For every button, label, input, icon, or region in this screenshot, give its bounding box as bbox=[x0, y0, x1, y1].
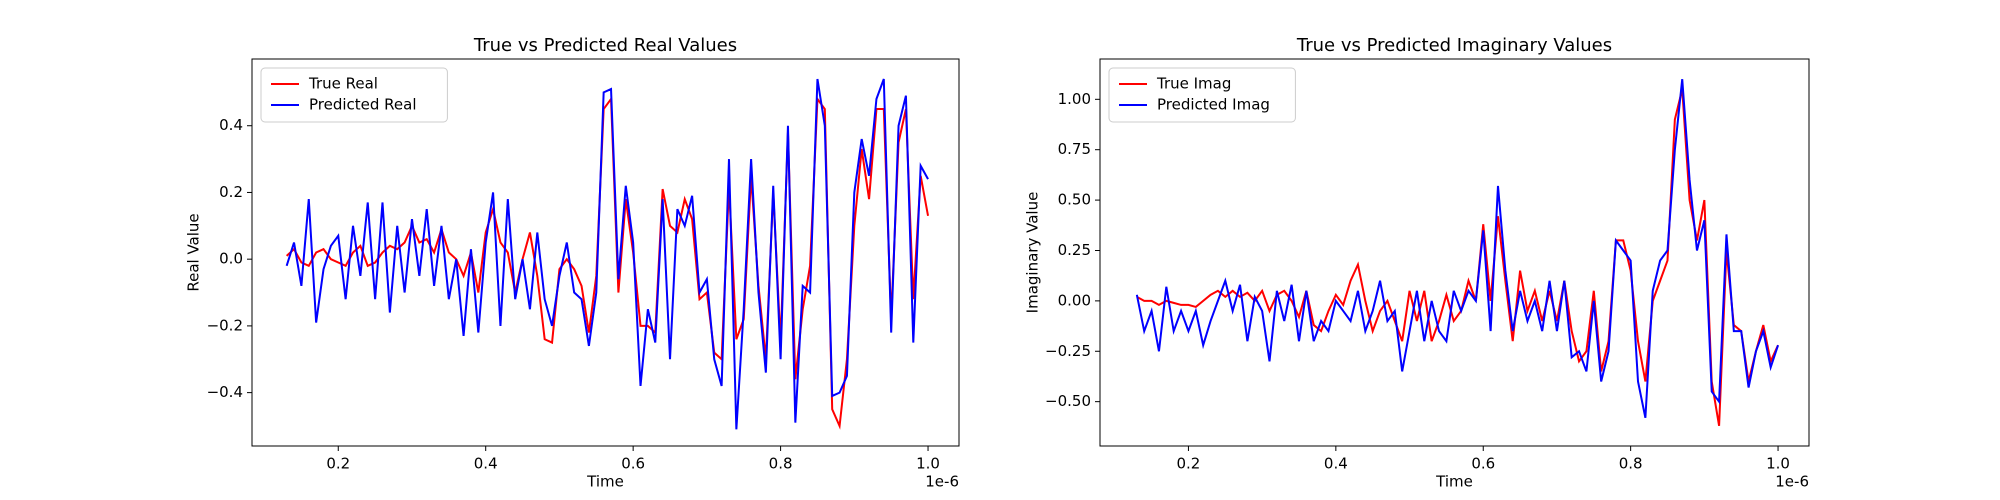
plot-frame bbox=[1099, 58, 1810, 447]
y-tick-label: 0.50 bbox=[1058, 191, 1091, 209]
x-tick-label: 0.2 bbox=[326, 455, 350, 473]
y-axis-label: Real Value bbox=[185, 213, 203, 291]
legend-label: True Imag bbox=[1156, 75, 1231, 93]
x-axis-label: Time bbox=[1435, 473, 1473, 491]
x-tick-label: 0.4 bbox=[1324, 455, 1348, 473]
x-tick-label: 1.0 bbox=[916, 455, 940, 473]
y-tick-label: −0.4 bbox=[207, 383, 243, 401]
legend-box bbox=[260, 67, 448, 123]
x-tick-label: 0.6 bbox=[1471, 455, 1495, 473]
y-tick-label: 0.0 bbox=[219, 250, 243, 268]
legend-label: True Real bbox=[308, 75, 378, 93]
y-tick-label: −0.25 bbox=[1045, 342, 1091, 360]
line-series bbox=[1135, 79, 1779, 418]
x-tick-label: 0.8 bbox=[769, 455, 793, 473]
x-offset-text: 1e-6 bbox=[925, 473, 959, 491]
x-tick-label: 0.4 bbox=[474, 455, 498, 473]
y-tick-label: 1.00 bbox=[1058, 90, 1091, 108]
line-series bbox=[1136, 88, 1779, 427]
y-axis-label: Imaginary Value bbox=[1024, 192, 1042, 314]
chart-title: True vs Predicted Real Values bbox=[473, 35, 737, 56]
x-axis-label: Time bbox=[586, 473, 624, 491]
y-tick-label: 0.25 bbox=[1058, 241, 1091, 259]
x-tick-label: 0.2 bbox=[1177, 455, 1201, 473]
y-tick-label: 0.00 bbox=[1058, 291, 1091, 309]
legend: True Imag Predicted Imag bbox=[1108, 67, 1296, 123]
x-tick-label: 0.8 bbox=[1619, 455, 1643, 473]
y-tick-label: 0.4 bbox=[219, 116, 243, 134]
y-tick-label: −0.50 bbox=[1045, 392, 1091, 410]
x-tick-label: 0.6 bbox=[621, 455, 645, 473]
y-tick-label: 0.75 bbox=[1058, 140, 1091, 158]
y-tick-label: −0.2 bbox=[207, 316, 243, 334]
plot-frame bbox=[251, 58, 960, 447]
line-series bbox=[285, 78, 929, 430]
chart-title: True vs Predicted Imaginary Values bbox=[1296, 35, 1612, 56]
legend-label: Predicted Imag bbox=[1157, 96, 1270, 114]
legend-box bbox=[1108, 67, 1296, 123]
legend: True Real Predicted Real bbox=[260, 67, 448, 123]
y-tick-label: 0.2 bbox=[219, 183, 243, 201]
legend-label: Predicted Real bbox=[309, 96, 417, 114]
x-tick-label: 1.0 bbox=[1766, 455, 1790, 473]
x-offset-text: 1e-6 bbox=[1775, 473, 1809, 491]
